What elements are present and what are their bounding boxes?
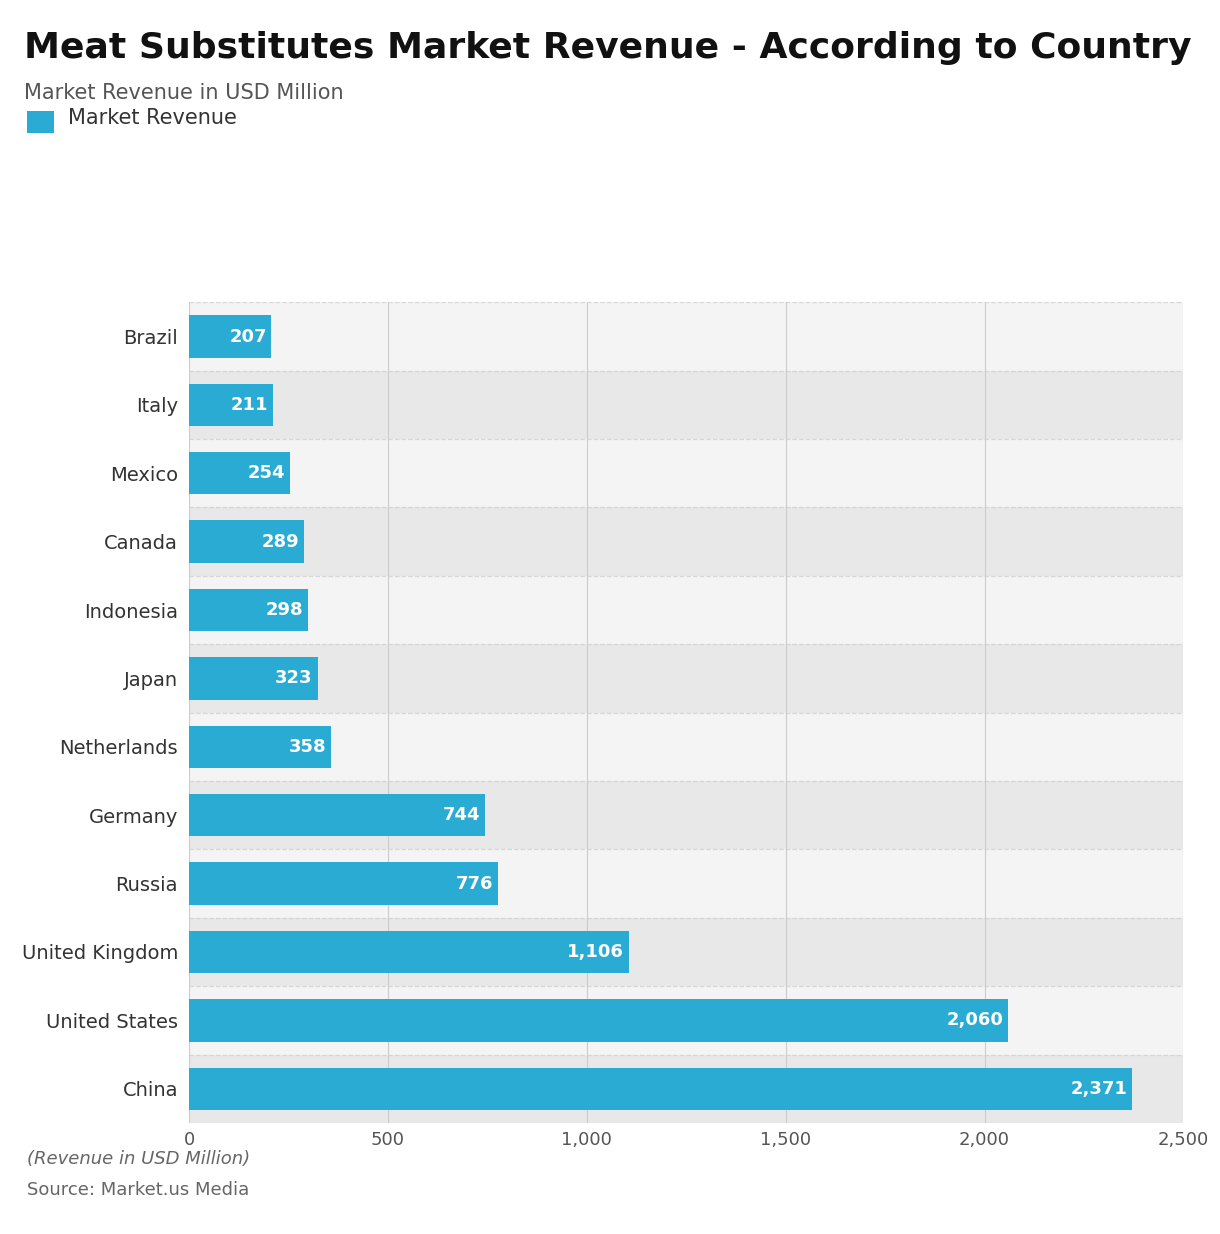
Bar xyxy=(189,849,1183,918)
Bar xyxy=(189,452,290,495)
Bar xyxy=(189,316,271,358)
Text: 1,106: 1,106 xyxy=(567,943,625,961)
Text: 298: 298 xyxy=(265,601,303,619)
Text: Market Revenue in USD Million: Market Revenue in USD Million xyxy=(24,83,344,102)
Text: 358: 358 xyxy=(289,738,327,756)
Bar xyxy=(189,713,1183,781)
Bar xyxy=(189,1067,1132,1109)
Bar xyxy=(189,589,307,632)
Text: 2,060: 2,060 xyxy=(947,1012,1004,1029)
Text: 254: 254 xyxy=(248,464,285,482)
Text: 2,371: 2,371 xyxy=(1070,1080,1127,1098)
Text: 323: 323 xyxy=(276,669,312,687)
Bar xyxy=(189,726,332,768)
Bar xyxy=(189,576,1183,644)
Bar xyxy=(189,302,1183,370)
Bar xyxy=(189,863,498,905)
Text: 744: 744 xyxy=(443,806,481,824)
Bar xyxy=(189,1055,1183,1123)
Bar xyxy=(189,918,1183,986)
Bar xyxy=(189,930,630,974)
Text: Meat Substitutes Market Revenue - According to Country: Meat Substitutes Market Revenue - Accord… xyxy=(24,31,1192,65)
Bar xyxy=(189,1000,1009,1041)
Bar xyxy=(189,507,1183,576)
Bar xyxy=(189,384,273,426)
Bar xyxy=(189,781,1183,849)
Bar xyxy=(189,986,1183,1055)
Text: 211: 211 xyxy=(231,396,268,413)
Bar xyxy=(189,370,1183,439)
Bar xyxy=(189,793,486,837)
Text: 207: 207 xyxy=(229,327,267,346)
Text: 776: 776 xyxy=(455,875,493,892)
Text: (Revenue in USD Million): (Revenue in USD Million) xyxy=(27,1150,250,1169)
Text: 289: 289 xyxy=(261,533,299,550)
Text: Market Revenue: Market Revenue xyxy=(68,109,237,128)
Text: Source: Market.us Media: Source: Market.us Media xyxy=(27,1181,249,1199)
Bar xyxy=(189,658,317,700)
Bar xyxy=(189,644,1183,713)
Bar xyxy=(189,439,1183,507)
Bar xyxy=(189,521,304,563)
